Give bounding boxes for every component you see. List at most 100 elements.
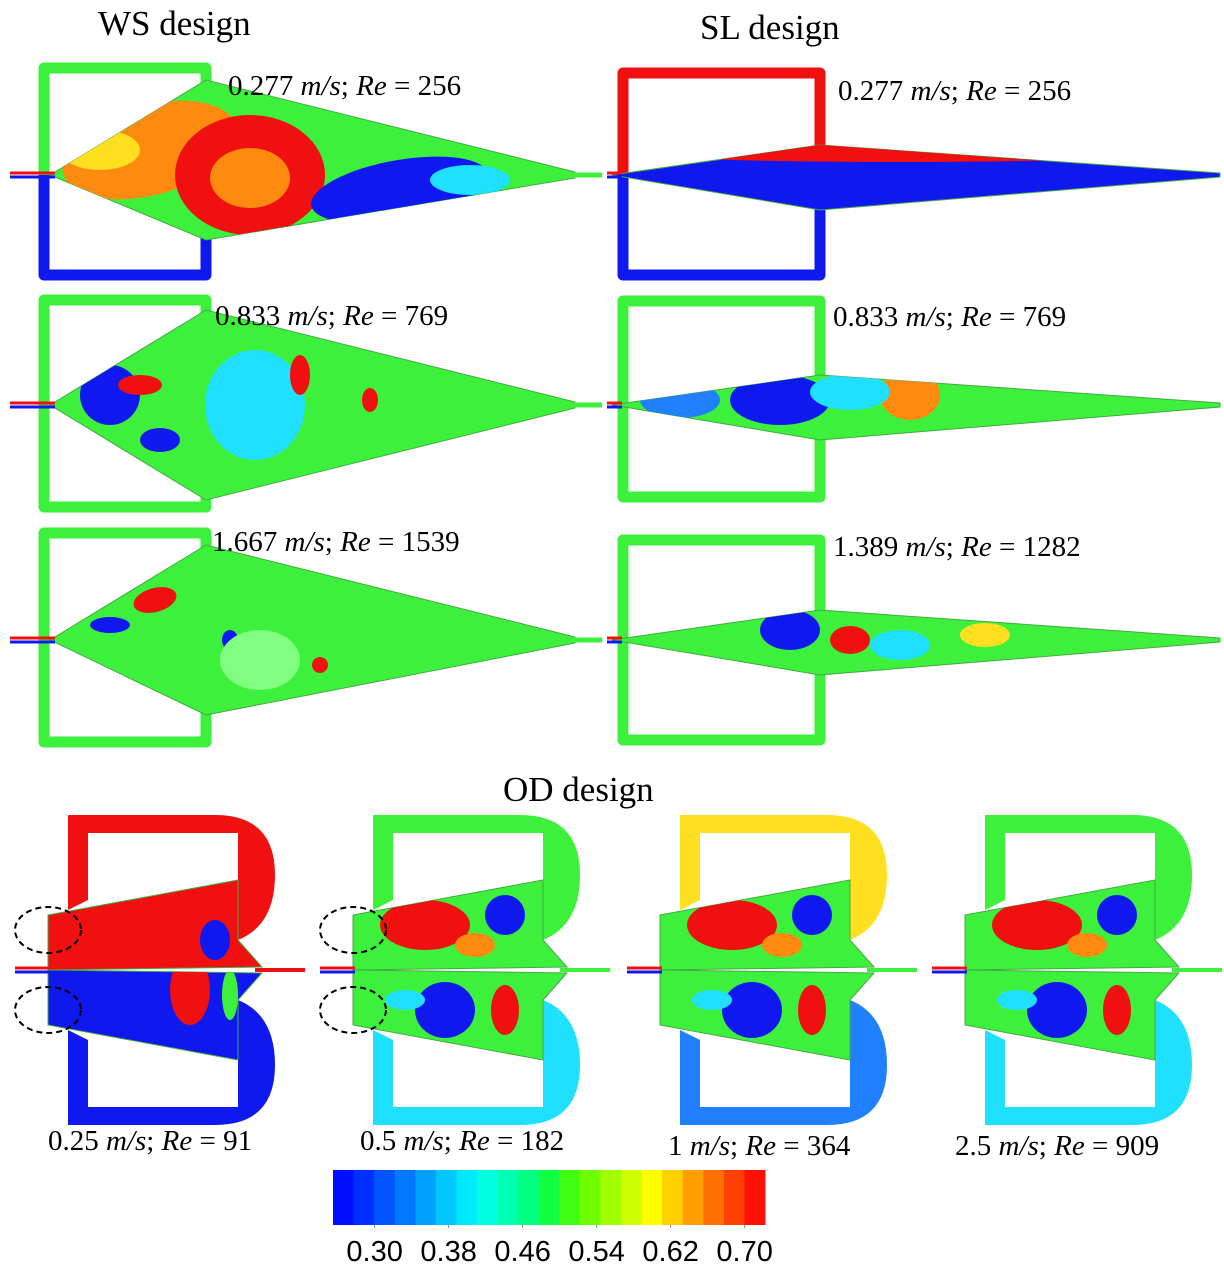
label-part: 1 bbox=[668, 1130, 683, 1162]
vortex bbox=[640, 382, 720, 418]
vortex bbox=[798, 985, 826, 1035]
channel bbox=[50, 545, 575, 715]
label-part: ; bbox=[1039, 1130, 1047, 1162]
colorbar-band bbox=[477, 1170, 498, 1225]
label-part: 1.389 bbox=[833, 531, 898, 563]
label-part: Re bbox=[356, 70, 387, 102]
colorbar-band bbox=[703, 1170, 724, 1225]
label-part: 182 bbox=[521, 1125, 565, 1157]
vortex bbox=[1067, 933, 1107, 957]
label-part: ; bbox=[946, 301, 954, 333]
label-part: 364 bbox=[807, 1130, 851, 1162]
vortex bbox=[1097, 895, 1137, 935]
label-part: = bbox=[783, 1130, 799, 1162]
label-part: m/s bbox=[906, 301, 946, 333]
section-title: WS design bbox=[98, 6, 251, 41]
label-part: 1.667 bbox=[212, 526, 277, 558]
colorbar-band bbox=[580, 1170, 601, 1225]
label-part: = bbox=[1004, 75, 1020, 107]
label-part: 1282 bbox=[1023, 531, 1081, 563]
label-part: m/s bbox=[288, 300, 328, 332]
label-part: = bbox=[999, 531, 1015, 563]
vortex bbox=[430, 165, 510, 195]
colorbar-band bbox=[621, 1170, 642, 1225]
vortex bbox=[455, 933, 495, 957]
label-part: m/s bbox=[999, 1130, 1039, 1162]
vortex bbox=[870, 630, 930, 660]
panel-label: 1.389m/s;Re=1282 bbox=[833, 533, 1081, 562]
vortex bbox=[60, 130, 140, 170]
colorbar-band bbox=[333, 1170, 354, 1225]
label-part: 0.5 bbox=[360, 1125, 396, 1157]
vortex bbox=[205, 350, 305, 460]
label-part: Re bbox=[745, 1130, 776, 1162]
colorbar-band bbox=[456, 1170, 477, 1225]
section-title: OD design bbox=[503, 772, 654, 807]
vortex bbox=[222, 970, 238, 1020]
label-part: = bbox=[199, 1125, 215, 1157]
label-part: ; bbox=[730, 1130, 738, 1162]
label-part: ; bbox=[325, 526, 333, 558]
label-part: 0.277 bbox=[838, 75, 903, 107]
label-part: 91 bbox=[223, 1125, 252, 1157]
vortex bbox=[600, 142, 920, 158]
label-part: 769 bbox=[1023, 301, 1067, 333]
colorbar-band bbox=[354, 1170, 375, 1225]
label-part: = bbox=[999, 301, 1015, 333]
colorbar-band bbox=[642, 1170, 663, 1225]
label-part: 256 bbox=[418, 70, 462, 102]
label-part: 256 bbox=[1028, 75, 1072, 107]
colorbar-band bbox=[662, 1170, 683, 1225]
vortex bbox=[491, 985, 519, 1035]
label-part: m/s bbox=[911, 75, 951, 107]
vortex bbox=[485, 895, 525, 935]
label-part: Re bbox=[459, 1125, 490, 1157]
label-part: Re bbox=[162, 1125, 193, 1157]
vortex bbox=[220, 630, 300, 690]
label-part: ; bbox=[328, 300, 336, 332]
label-part: m/s bbox=[906, 531, 946, 563]
label-part: Re bbox=[966, 75, 997, 107]
label-part: m/s bbox=[301, 70, 341, 102]
label-part: Re bbox=[1054, 1130, 1085, 1162]
label-part: 769 bbox=[405, 300, 449, 332]
colorbar-band bbox=[498, 1170, 519, 1225]
vortex bbox=[200, 920, 230, 960]
label-part: 909 bbox=[1116, 1130, 1160, 1162]
vortex bbox=[140, 428, 180, 452]
colorbar-band bbox=[415, 1170, 436, 1225]
label-part: 1539 bbox=[402, 526, 460, 558]
vortex bbox=[90, 617, 130, 633]
vortex bbox=[1103, 985, 1131, 1035]
panel-label: 0.833m/s;Re=769 bbox=[833, 303, 1066, 332]
colorbar-band bbox=[374, 1170, 395, 1225]
colorbar-band bbox=[724, 1170, 745, 1225]
vortex bbox=[415, 982, 475, 1038]
section-title: SL design bbox=[700, 10, 840, 45]
vortex bbox=[385, 990, 425, 1010]
label-part: ; bbox=[946, 531, 954, 563]
colorbar-band bbox=[539, 1170, 560, 1225]
label-part: = bbox=[378, 526, 394, 558]
vortex bbox=[830, 626, 870, 654]
colorbar-band bbox=[436, 1170, 457, 1225]
colorbar-tick-label: 0.54 bbox=[568, 1238, 624, 1267]
vortex bbox=[1027, 982, 1087, 1038]
vortex bbox=[960, 623, 1010, 647]
label-part: ; bbox=[444, 1125, 452, 1157]
vortex bbox=[600, 138, 1200, 162]
vortex bbox=[118, 375, 162, 395]
colorbar-tick-label: 0.30 bbox=[346, 1238, 402, 1267]
label-part: 2.5 bbox=[955, 1130, 991, 1162]
label-part: Re bbox=[961, 531, 992, 563]
colorbar-band bbox=[744, 1170, 765, 1225]
vortex bbox=[290, 355, 310, 395]
label-part: ; bbox=[341, 70, 349, 102]
label-part: Re bbox=[343, 300, 374, 332]
